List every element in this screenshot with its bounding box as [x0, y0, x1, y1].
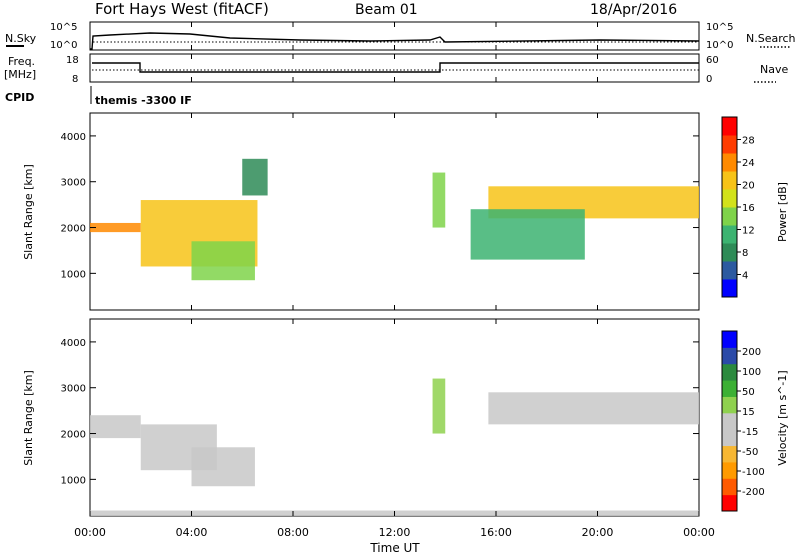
xtick-label: 16:00 — [480, 526, 512, 539]
velocity-ytick-label: 2000 — [61, 430, 86, 441]
velocity-colorbar: 200 100 50 15 -15 -50 -100 -200 — [721, 330, 765, 512]
xtick-label: 00:00 — [74, 526, 106, 539]
velocity-colorbar-tick-label: 100 — [742, 367, 761, 378]
power-colorbar-tick-label: 20 — [742, 181, 755, 192]
power-colorbar-tick-label: 28 — [742, 136, 755, 147]
velocity-data-band — [191, 447, 255, 487]
velocity-colorbar-tick-label: -100 — [742, 467, 765, 478]
date-label: 18/Apr/2016 — [590, 2, 677, 18]
nave-label: Nave — [760, 63, 788, 76]
velocity-colorbar-swatch — [722, 396, 737, 414]
nsky-tick-bottom: 10^0 — [50, 40, 77, 51]
power-ytick-label: 2000 — [61, 224, 86, 235]
nave-tick-top: 60 — [706, 55, 719, 66]
xtick-label: 08:00 — [277, 526, 309, 539]
velocity-colorbar-swatch — [722, 380, 737, 397]
velocity-ytick-layer: 1000 2000 3000 4000 — [61, 338, 699, 486]
nsearch-tick-bottom: 10^0 — [706, 40, 733, 51]
velocity-colorbar-swatch — [722, 429, 737, 447]
velocity-ylabel: Slant Range [km] — [22, 370, 35, 466]
velocity-colorbar-label: Velocity [m s^-1] — [776, 370, 789, 465]
freq-label: Freq. — [8, 55, 35, 68]
velocity-colorbar-swatch — [722, 445, 737, 463]
plot-title: Fort Hays West (fitACF) — [95, 0, 269, 18]
power-ytick-layer: 1000 2000 3000 4000 — [61, 132, 699, 280]
velocity-colorbar-swatch — [722, 478, 737, 496]
power-colorbar-swatch — [722, 153, 737, 172]
power-colorbar-tick-label: 16 — [742, 203, 755, 214]
xtick-label: 04:00 — [176, 526, 208, 539]
freq-tick-bottom: 8 — [72, 74, 78, 85]
power-colorbar-swatch — [722, 207, 737, 226]
cpid-value: themis -3300 IF — [95, 94, 192, 107]
time-axis-label: Time UT — [369, 541, 420, 554]
power-data-band — [90, 222, 141, 233]
velocity-colorbar-frame — [721, 330, 738, 512]
power-colorbar: 28 24 20 16 12 8 4 — [721, 116, 755, 298]
power-colorbar-tick-label: 8 — [742, 248, 748, 259]
cpid-label: CPID — [5, 91, 34, 104]
nsearch-label: N.Search — [746, 32, 796, 45]
velocity-panel: 1000 2000 3000 4000 Slant Range [km] — [22, 318, 700, 517]
power-ylabel: Slant Range [km] — [22, 164, 35, 260]
power-colorbar-swatch — [722, 225, 737, 244]
velocity-ytick-label: 4000 — [61, 338, 86, 349]
velocity-data-band — [432, 378, 446, 434]
freq-unit: [MHz] — [4, 68, 36, 81]
nsky-tick-top: 10^5 — [50, 22, 77, 33]
power-colorbar-swatch — [722, 243, 737, 262]
velocity-colorbar-tick-label: -50 — [742, 447, 758, 458]
nsky-trace — [90, 32, 700, 50]
xtick-label: 12:00 — [379, 526, 411, 539]
nsearch-tick-top: 10^5 — [706, 22, 733, 33]
power-data-band — [242, 158, 268, 196]
velocity-ytick-label: 3000 — [61, 384, 86, 395]
power-colorbar-swatch — [722, 135, 737, 154]
velocity-ytick-label: 1000 — [61, 475, 86, 486]
velocity-colorbar-swatch — [722, 412, 737, 430]
xtick-label: 20:00 — [582, 526, 614, 539]
power-data-layer — [90, 158, 699, 281]
nave-tick-bottom: 0 — [706, 74, 712, 85]
velocity-colorbar-tick-label: 50 — [742, 387, 755, 398]
power-ytick-label: 3000 — [61, 178, 86, 189]
velocity-colorbar-tick-label: -15 — [742, 427, 758, 438]
power-data-band — [470, 209, 585, 260]
xtick-label: 00:00 — [683, 526, 715, 539]
power-data-band — [191, 241, 255, 281]
freq-tick-top: 18 — [66, 55, 79, 66]
velocity-data-band — [90, 415, 141, 439]
beam-label: Beam 01 — [355, 2, 418, 18]
power-colorbar-swatch — [722, 117, 737, 136]
power-colorbar-swatch — [722, 279, 737, 298]
velocity-colorbar-swatch — [722, 494, 737, 512]
power-ytick-label: 4000 — [61, 132, 86, 143]
power-colorbar-label: Power [dB] — [776, 182, 789, 242]
power-colorbar-swatch — [722, 189, 737, 208]
power-colorbar-tick-label: 12 — [742, 226, 755, 237]
power-colorbar-tick-label: 24 — [742, 158, 755, 169]
power-ytick-label: 1000 — [61, 269, 86, 280]
velocity-data-band — [488, 392, 699, 425]
velocity-colorbar-tick-label: 200 — [742, 347, 761, 358]
velocity-colorbar-swatch — [722, 347, 737, 365]
power-panel: 1000 2000 3000 4000 Slant Range [km] — [22, 112, 700, 311]
time-axis: 00:00 04:00 08:00 12:00 16:00 20:00 00:00 — [74, 22, 715, 539]
velocity-colorbar-swatch — [722, 461, 737, 479]
velocity-colorbar-swatch — [722, 331, 737, 348]
power-data-band — [432, 172, 446, 228]
power-colorbar-tick-label: 4 — [742, 271, 748, 282]
power-colorbar-swatch — [722, 261, 737, 280]
freq-trace — [92, 62, 699, 73]
velocity-colorbar-tick-label: 15 — [742, 407, 755, 418]
velocity-colorbar-tick-label: -200 — [742, 487, 765, 498]
nsky-label: N.Sky — [5, 32, 37, 45]
velocity-colorbar-swatch — [722, 363, 737, 381]
power-colorbar-swatch — [722, 171, 737, 190]
